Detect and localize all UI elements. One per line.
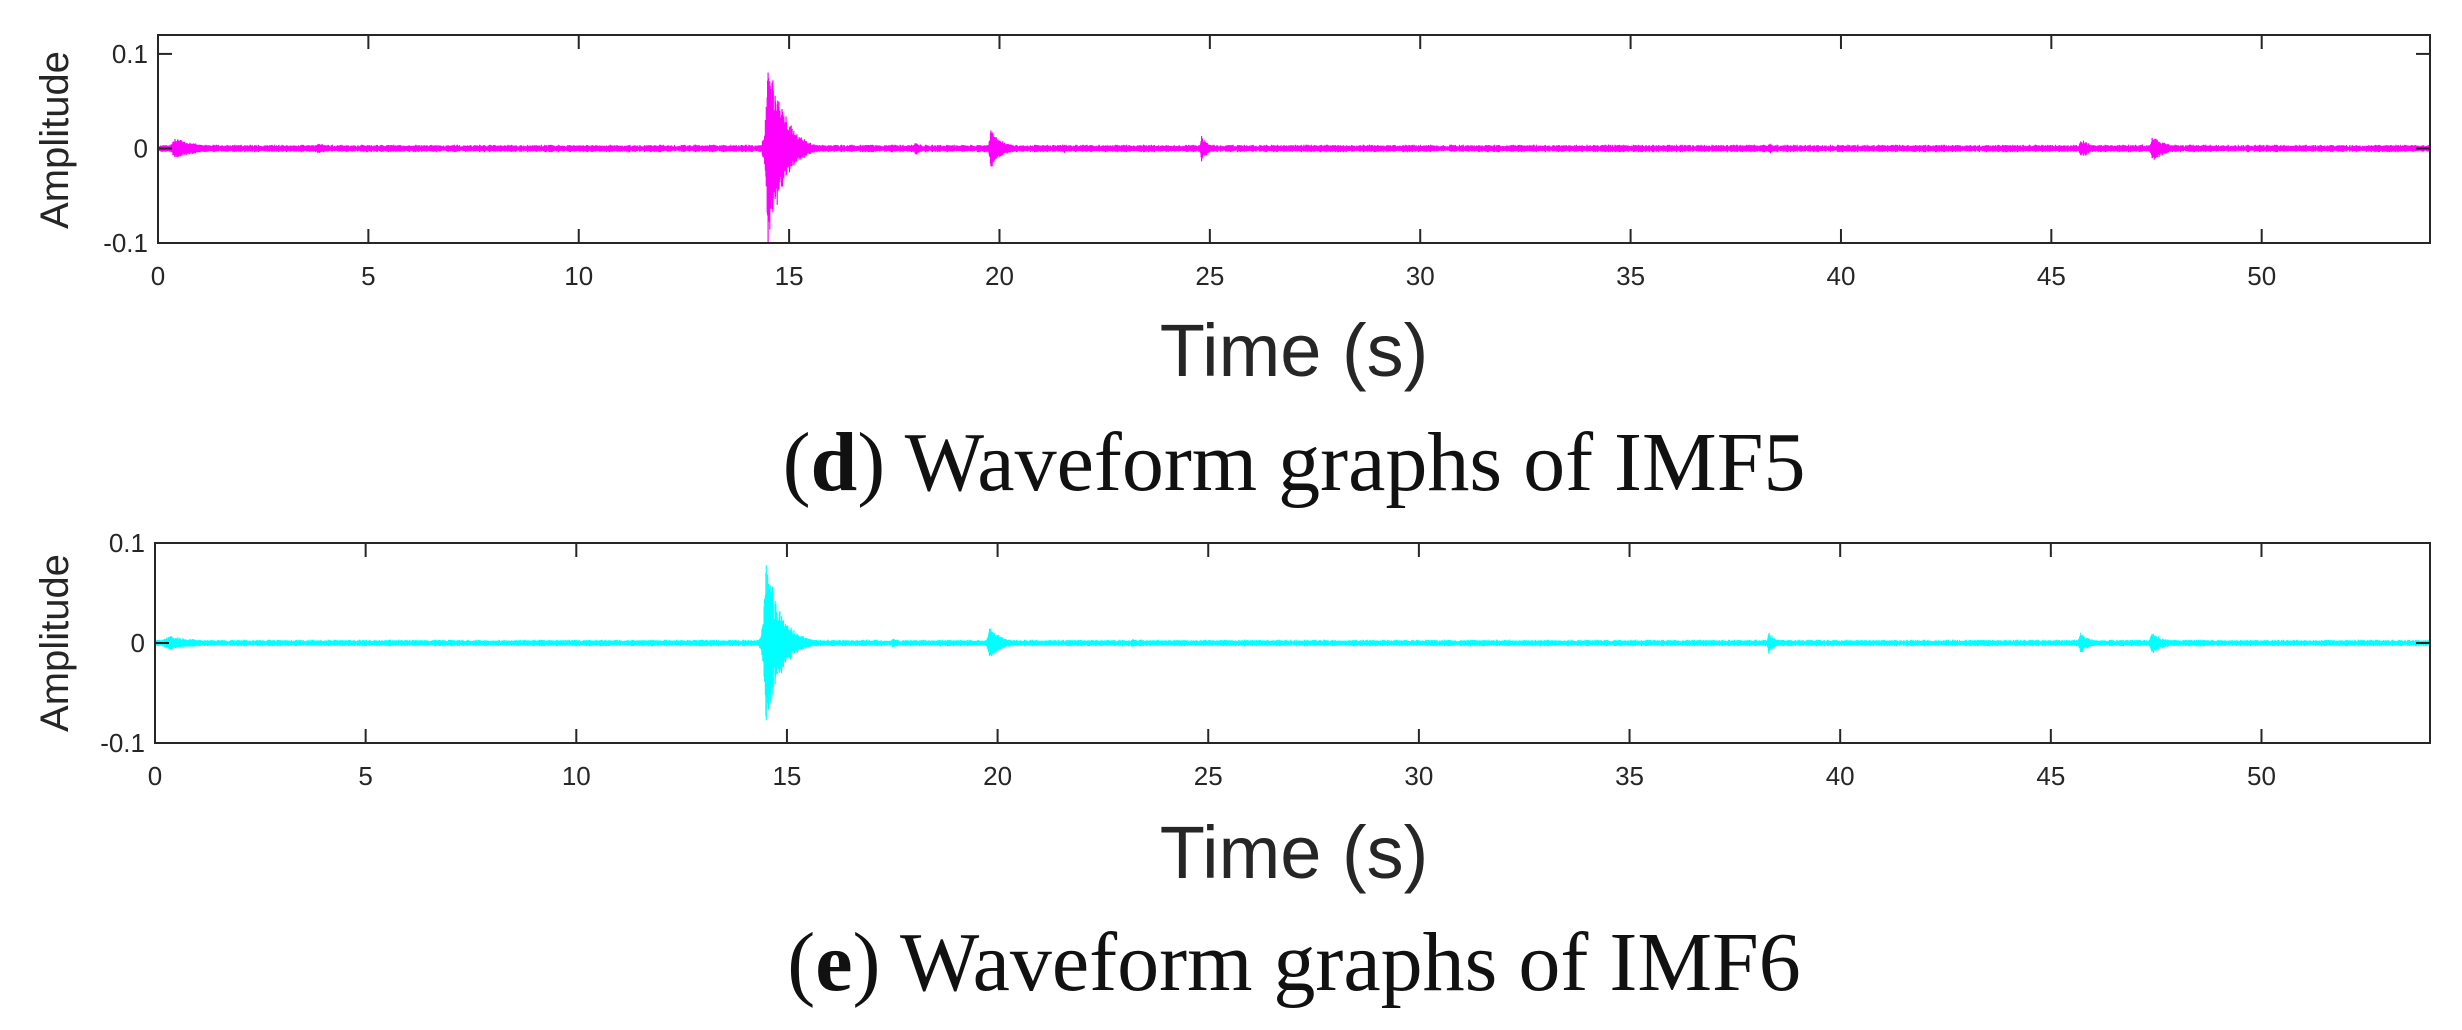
x-tick-label: 50 bbox=[2247, 761, 2276, 791]
y-tick-label: 0 bbox=[134, 133, 148, 163]
caption-text: Waveform graphs of IMF6 bbox=[900, 916, 1801, 1009]
y-tick-label: 0.1 bbox=[109, 528, 145, 558]
y-tick-label: -0.1 bbox=[103, 228, 148, 258]
panel-d: 0 5 10 15 20 25 30 35 40 45 500.10-0.1 Amplitude T… bbox=[33, 34, 2431, 509]
waveform-imf5 bbox=[157, 72, 2431, 243]
plot-frame bbox=[154, 542, 2431, 744]
x-tick-label: 10 bbox=[562, 761, 591, 791]
x-tick-label: 40 bbox=[1826, 761, 1855, 791]
caption-letter: d bbox=[811, 416, 858, 509]
x-tick-label: 10 bbox=[564, 261, 593, 291]
x-tick-label: 5 bbox=[361, 261, 375, 291]
x-axis-label: Time (s) bbox=[1160, 309, 1429, 392]
x-tick-label: 20 bbox=[985, 261, 1014, 291]
panel-caption: (e) Waveform graphs of IMF6 bbox=[787, 916, 1800, 1009]
x-tick-label: 0 bbox=[151, 261, 165, 291]
x-tick-label: 25 bbox=[1195, 261, 1224, 291]
x-tick-label: 45 bbox=[2037, 261, 2066, 291]
x-tick-label: 15 bbox=[775, 261, 804, 291]
x-tick-label: 30 bbox=[1404, 761, 1433, 791]
x-tick-label: 50 bbox=[2247, 261, 2276, 291]
plot-frame bbox=[157, 34, 2431, 244]
caption-letter: e bbox=[815, 916, 852, 1009]
x-axis-label: Time (s) bbox=[1160, 811, 1429, 894]
y-tick-label: -0.1 bbox=[100, 728, 145, 758]
x-tick-label: 40 bbox=[1827, 261, 1856, 291]
x-tick-label: 35 bbox=[1616, 261, 1645, 291]
x-tick-label: 45 bbox=[2036, 761, 2065, 791]
y-tick-label: 0.1 bbox=[112, 39, 148, 69]
x-tick-label: 15 bbox=[772, 761, 801, 791]
x-tick-label: 0 bbox=[148, 761, 162, 791]
panel-e: 0 5 10 15 20 25 30 35 40 45 500.10-0.1 Amplitude T… bbox=[33, 528, 2431, 1009]
x-tick-label: 35 bbox=[1615, 761, 1644, 791]
y-tick-label: 0 bbox=[131, 628, 145, 658]
x-tick-label: 25 bbox=[1194, 761, 1223, 791]
y-axis-label: Amplitude bbox=[33, 554, 77, 732]
x-tick-label: 20 bbox=[983, 761, 1012, 791]
x-tick-label: 5 bbox=[358, 761, 372, 791]
x-tick-label: 30 bbox=[1406, 261, 1435, 291]
y-axis-label: Amplitude bbox=[33, 51, 77, 229]
panel-caption: (d) Waveform graphs of IMF5 bbox=[783, 416, 1806, 509]
caption-text: Waveform graphs of IMF5 bbox=[905, 416, 1806, 509]
